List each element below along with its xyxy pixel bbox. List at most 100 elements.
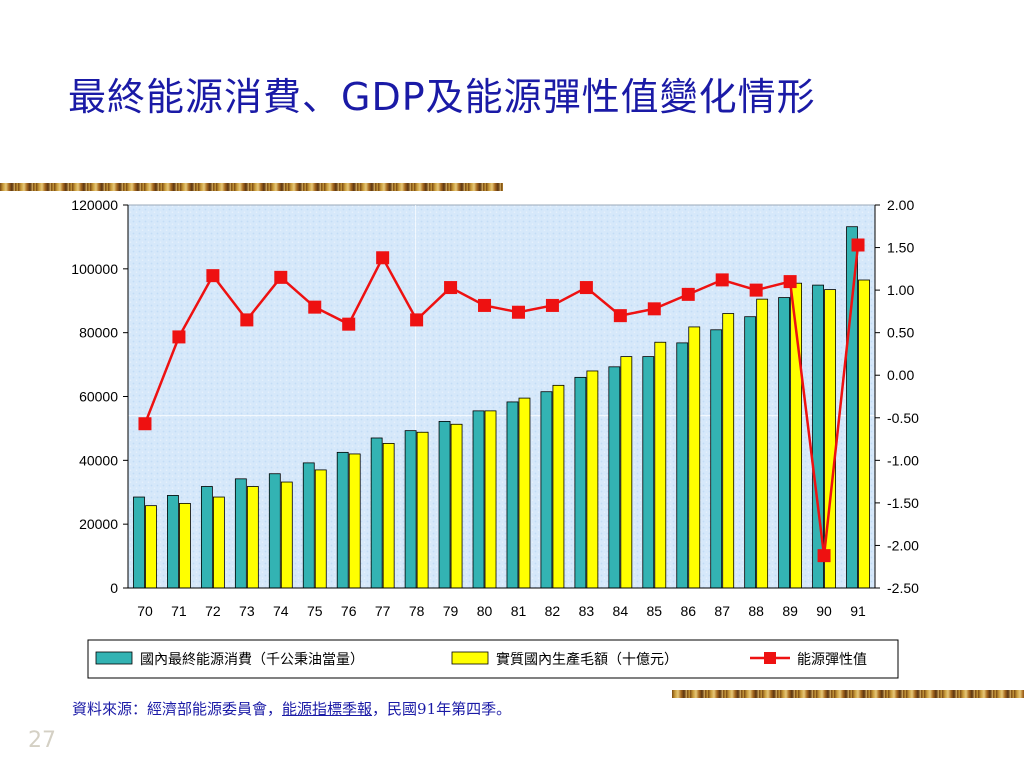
legend-label-energy: 國內最終能源消費（千公秉油當量） <box>140 652 364 668</box>
gdp-bar <box>246 486 259 589</box>
energy-consumption-bar <box>167 495 179 589</box>
gdp-bar <box>450 423 463 589</box>
y-right-tick-label: -2.50 <box>887 580 919 596</box>
y-left-tick-label: 100000 <box>71 261 118 277</box>
x-tick-label: 77 <box>375 603 391 619</box>
combo-chart: 70 71 72 73 74 75 76 77 78 79 80 81 82 83 84 85 86 87 88 89… <box>71 197 919 679</box>
energy-consumption-bar <box>608 366 621 589</box>
energy-consumption-bar <box>133 496 145 589</box>
x-tick-label: 76 <box>341 603 357 619</box>
x-tick-label: 86 <box>680 603 696 619</box>
gdp-bar <box>484 410 497 589</box>
elasticity-marker <box>172 330 186 344</box>
y-right-tick-label: 0.00 <box>887 367 914 383</box>
elasticity-marker <box>206 269 220 283</box>
energy-consumption-bar <box>472 410 485 589</box>
energy-consumption-bar <box>846 226 858 589</box>
gdp-bar <box>145 505 157 589</box>
legend-label-gdp: 實質國內生產毛額（十億元） <box>496 651 678 668</box>
energy-consumption-bar <box>710 329 723 589</box>
x-tick-label: 74 <box>273 603 289 619</box>
energy-consumption-bar <box>404 430 417 589</box>
elasticity-marker <box>817 549 831 563</box>
page-number: 27 <box>28 728 56 753</box>
bar-series <box>133 226 870 589</box>
x-tick-label: 88 <box>748 603 764 619</box>
x-tick-label: 73 <box>239 603 255 619</box>
elasticity-line <box>143 244 860 556</box>
legend: 國內最終能源消費（千公秉油當量） 實質國內生產毛額（十億元） 能源彈性值 <box>87 639 899 679</box>
energy-consumption-bar <box>438 420 451 589</box>
elasticity-marker <box>342 317 356 331</box>
y-right-tick-label: 1.50 <box>887 240 914 256</box>
y-right-tick-label: 2.00 <box>887 197 914 213</box>
source-suffix: ，民國91年第四季。 <box>372 700 512 718</box>
y-left-tick-label: 20000 <box>79 516 118 532</box>
elasticity-marker <box>851 238 865 252</box>
y-right-tick-label: -0.50 <box>887 410 919 426</box>
x-tick-label: 72 <box>205 603 221 619</box>
y-right-tick-label: -1.00 <box>887 452 919 468</box>
gdp-bar <box>382 443 395 589</box>
x-tick-label: 79 <box>443 603 459 619</box>
elasticity-marker <box>444 281 458 295</box>
elasticity-marker <box>579 281 593 295</box>
energy-consumption-bar <box>506 401 519 589</box>
gdp-bar <box>212 496 225 589</box>
gdp-bar <box>586 370 599 589</box>
x-tick-label: 78 <box>409 603 425 619</box>
energy-consumption-bar <box>676 342 689 589</box>
x-tick-label: 91 <box>850 603 866 619</box>
elasticity-marker <box>511 305 525 319</box>
elasticity-marker <box>715 273 729 287</box>
y-right-tick-label: 0.50 <box>887 325 914 341</box>
energy-consumption-bar <box>642 356 655 589</box>
legend-marker-elasticity <box>764 652 776 664</box>
line-series <box>138 238 865 563</box>
x-tick-label: 87 <box>714 603 730 619</box>
legend-label-elasticity: 能源彈性值 <box>797 652 867 668</box>
x-tick-label: 82 <box>545 603 561 619</box>
gdp-bar <box>314 469 327 589</box>
legend-swatch-energy <box>95 651 133 665</box>
elasticity-marker <box>138 417 152 431</box>
source-publication: 能源指標季報 <box>282 700 373 718</box>
energy-consumption-bar <box>268 473 281 589</box>
gdp-bar <box>688 326 701 589</box>
elasticity-marker <box>410 313 424 327</box>
energy-consumption-bar <box>370 437 383 589</box>
y-left-tick-label: 0 <box>110 580 118 596</box>
y-right-tick-label: -1.50 <box>887 495 919 511</box>
y-left-tick-label: 40000 <box>79 452 118 468</box>
x-tick-label: 85 <box>647 603 663 619</box>
elasticity-marker <box>647 302 661 316</box>
gdp-bar <box>756 298 769 589</box>
y-right-tick-label: -2.00 <box>887 537 919 553</box>
elasticity-marker <box>274 270 288 284</box>
elasticity-marker <box>478 298 492 312</box>
decorative-band-bottom <box>672 690 1024 698</box>
gdp-bar <box>722 313 735 589</box>
x-tick-label: 89 <box>782 603 798 619</box>
energy-consumption-bar <box>540 391 553 589</box>
axes: 70 71 72 73 74 75 76 77 78 79 80 81 82 83 84 85 86 87 88 89… <box>71 197 919 619</box>
slide-title: 最終能源消費、GDP及能源彈性值變化情形 <box>68 75 816 119</box>
decorative-band-top <box>0 183 503 191</box>
elasticity-marker <box>681 287 695 301</box>
gdp-bar <box>280 481 293 589</box>
y-left-tick-label: 120000 <box>71 197 118 213</box>
x-tick-label: 80 <box>477 603 493 619</box>
gdp-bar <box>858 279 870 589</box>
energy-consumption-bar <box>336 451 349 589</box>
y-right-tick-label: 1.00 <box>887 282 914 298</box>
energy-consumption-bar <box>302 462 315 589</box>
x-tick-label: 71 <box>171 603 187 619</box>
x-tick-label: 81 <box>511 603 527 619</box>
gdp-bar <box>179 503 191 589</box>
gdp-bar <box>416 431 429 589</box>
gdp-bar <box>654 341 667 589</box>
energy-consumption-bar <box>234 478 247 589</box>
gdp-bar <box>552 384 565 589</box>
elasticity-marker <box>613 309 627 323</box>
elasticity-marker <box>545 298 559 312</box>
